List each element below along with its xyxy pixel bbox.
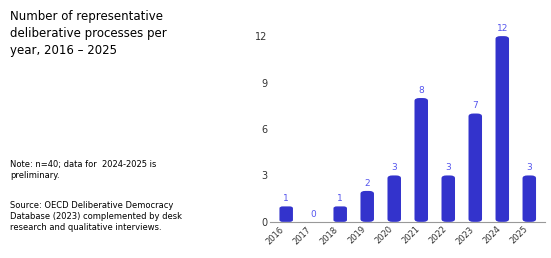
FancyBboxPatch shape	[495, 36, 509, 222]
Text: 1: 1	[337, 194, 343, 203]
Text: Source: OECD Deliberative Democracy
Database (2023) complemented by desk
researc: Source: OECD Deliberative Democracy Data…	[10, 201, 182, 232]
FancyBboxPatch shape	[333, 206, 347, 222]
Text: 8: 8	[418, 86, 424, 95]
FancyBboxPatch shape	[387, 175, 401, 222]
Text: 2: 2	[364, 179, 370, 188]
Text: 7: 7	[472, 101, 478, 110]
FancyBboxPatch shape	[468, 114, 482, 222]
Text: 12: 12	[496, 24, 508, 33]
FancyBboxPatch shape	[414, 98, 428, 222]
Text: 3: 3	[391, 163, 397, 172]
FancyBboxPatch shape	[360, 191, 374, 222]
Text: Note: n=40; data for  2024-2025 is
preliminary.: Note: n=40; data for 2024-2025 is prelim…	[10, 160, 156, 180]
Text: 0: 0	[310, 210, 316, 219]
FancyBboxPatch shape	[279, 206, 293, 222]
FancyBboxPatch shape	[441, 175, 455, 222]
Text: 3: 3	[445, 163, 451, 172]
Text: 1: 1	[283, 194, 289, 203]
Text: Number of representative
deliberative processes per
year, 2016 – 2025: Number of representative deliberative pr…	[10, 10, 167, 57]
FancyBboxPatch shape	[522, 175, 536, 222]
Text: 3: 3	[526, 163, 532, 172]
